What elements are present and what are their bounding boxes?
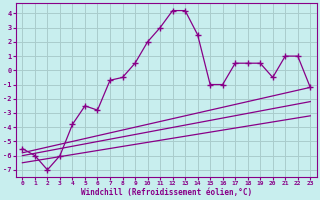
- X-axis label: Windchill (Refroidissement éolien,°C): Windchill (Refroidissement éolien,°C): [81, 188, 252, 197]
